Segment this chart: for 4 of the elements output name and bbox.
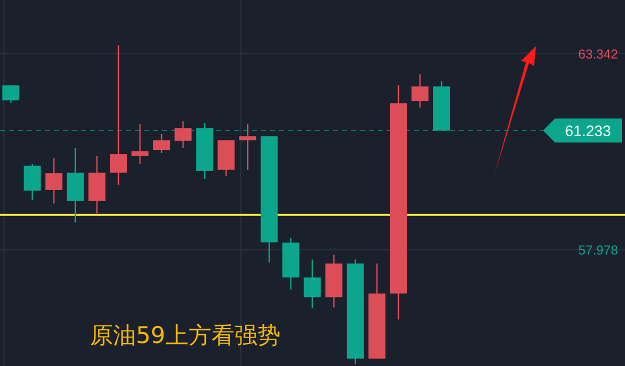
annotation: 原油59上方看强势 [90,323,280,349]
y-tick-label: 57.978 [578,242,618,258]
ref-line-label: 61.233 [565,123,611,140]
y-tick-label: 63.342 [578,46,618,62]
